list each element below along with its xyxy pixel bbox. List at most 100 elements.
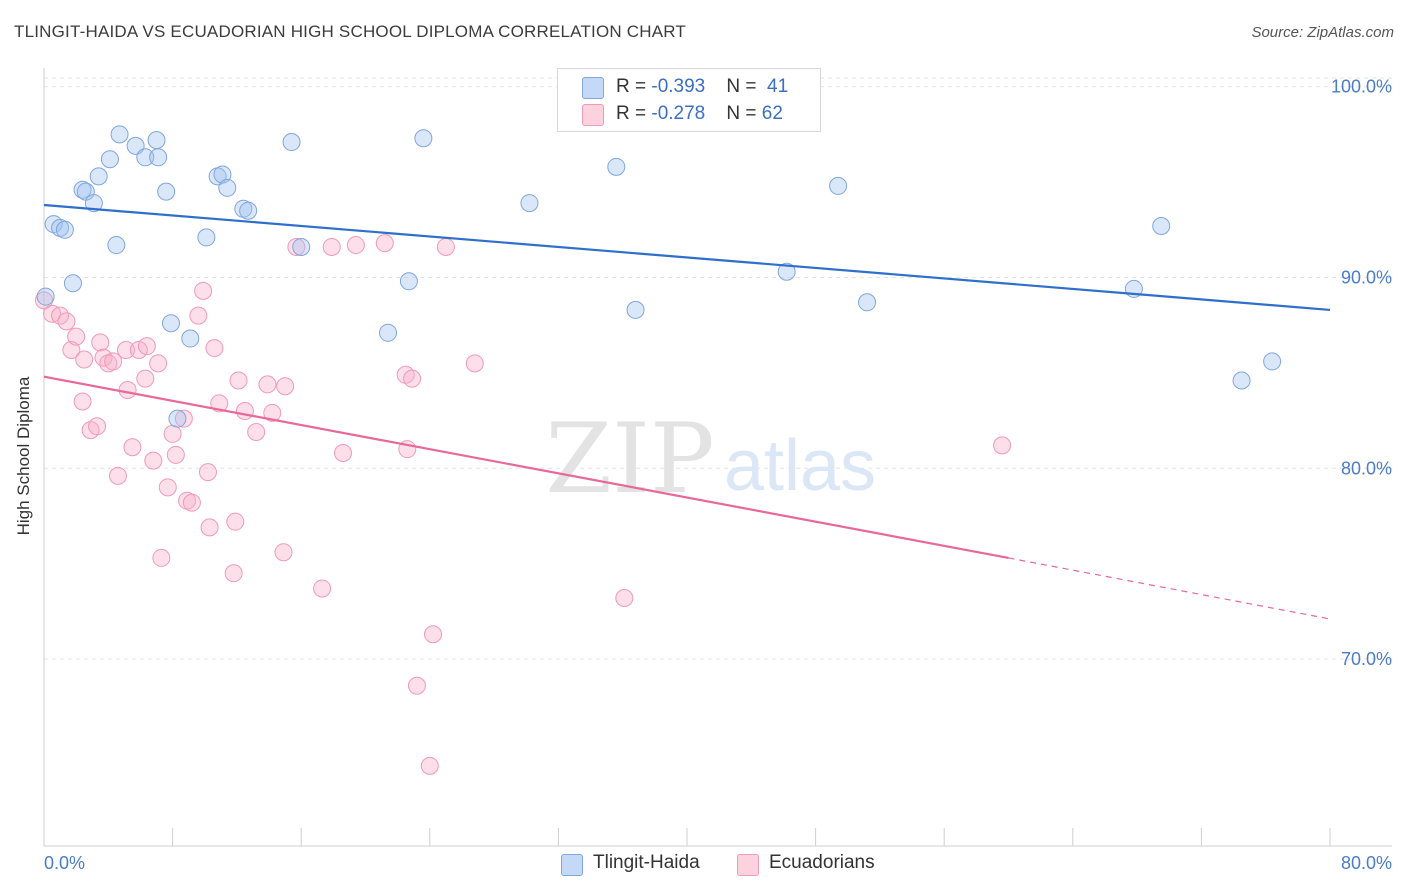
tlingit-haida-point (777, 262, 796, 281)
r-label: R = (616, 103, 652, 124)
ecuadorians-swatch (737, 854, 759, 876)
tlingit-haida-point (168, 409, 187, 428)
tlingit-haida-point (161, 314, 180, 333)
ecuadorians-point (210, 394, 229, 413)
tlingit-haida-point (218, 178, 237, 197)
stats-legend: R = -0.393 N = 41 R = -0.278 N = 62 (557, 68, 821, 132)
y-tick-label: 70.0% (1341, 649, 1392, 669)
ecuadorians-point (94, 348, 113, 367)
ecuadorians-point (149, 354, 168, 373)
r-label: R = (616, 76, 652, 97)
ecuadorians-point (137, 337, 156, 356)
tlingit-haida-point (1152, 216, 1171, 235)
tlingit-haida-point (282, 133, 301, 152)
ecuadorians-trend-line (43, 375, 1009, 560)
tlingit-haida-point (399, 272, 418, 291)
ecuadorians-point (403, 369, 422, 388)
ecuadorians-point (166, 445, 185, 464)
tlingit-haida-point (73, 180, 92, 199)
ecuadorians-point (274, 543, 293, 562)
y-tick-label: 100.0% (1331, 77, 1392, 97)
ecuadorians-point (226, 512, 245, 531)
chart-title: TLINGIT-HAIDA VS ECUADORIAN HIGH SCHOOL … (14, 22, 687, 41)
x-tick-label: 0.0% (44, 853, 85, 873)
ecuadorians-point (57, 312, 76, 331)
ecuadorians-point (247, 423, 266, 442)
tlingit-haida-point (626, 300, 645, 319)
y-tick-label: 90.0% (1341, 267, 1392, 287)
ecuadorians-point (224, 564, 243, 583)
ecuadorians-point (258, 375, 277, 394)
ecuadorians-point (116, 340, 135, 359)
tlingit-haida-points (36, 125, 1282, 428)
tlingit-haida-point (107, 236, 126, 255)
ecuadorians-point (407, 676, 426, 695)
ecuadorians-point (287, 237, 306, 256)
ecuadorians-point (200, 518, 219, 537)
ecuadorians-point (73, 392, 92, 411)
ecuadorians-point (313, 579, 332, 598)
tlingit-haida-point (149, 148, 168, 167)
tlingit-haida-point (100, 150, 119, 169)
source-credit: Source: ZipAtlas.com (1251, 24, 1394, 41)
tlingit-haida-point (197, 228, 216, 247)
ecuadorians-point (420, 756, 439, 775)
ecuadorians-point (263, 403, 282, 422)
ecuadorians-point (144, 451, 163, 470)
tlingit-haida-point (292, 237, 311, 256)
tlingit-haida-point (1263, 352, 1282, 371)
ecuadorians-point (88, 417, 107, 436)
ecuadorians-point (229, 371, 248, 390)
ecuadorians-point (118, 381, 137, 400)
tlingit-haida-point (858, 293, 877, 312)
tlingit-haida-point (147, 131, 166, 150)
ecuadorians-point (152, 548, 171, 567)
tlingit-haida-point (136, 148, 155, 167)
tlingit-haida-point (829, 176, 848, 195)
tlingit-haida-point (607, 157, 626, 176)
ecuadorians-point (436, 237, 455, 256)
trend-lines (43, 203, 1331, 620)
tlingit-haida-point (414, 129, 433, 148)
tlingit-haida-point (55, 220, 74, 239)
ecuadorians-point (194, 281, 213, 300)
n-label: N = (726, 103, 762, 124)
tlingit-haida-trend-line (43, 203, 1331, 312)
tlingit-haida-point (110, 125, 129, 144)
tlingit-haida-swatch (582, 77, 604, 99)
x-tick-label: 80.0% (1341, 853, 1392, 873)
tlingit-haida-point (1232, 371, 1251, 390)
ecuadorians-point (62, 340, 81, 359)
gridlines (44, 77, 1392, 660)
ecuadorians-point (615, 588, 634, 607)
tlingit-haida-point (157, 182, 176, 201)
tick-labels: 70.0% 80.0% 90.0% 100.0% 0.0% 80.0% (44, 77, 1392, 873)
tlingit-haida-point (84, 194, 103, 213)
ecuadorians-point (75, 350, 94, 369)
ecuadorians-point (322, 237, 341, 256)
ecuadorians-swatch (582, 104, 604, 126)
ecuadorians-point (465, 354, 484, 373)
n-value: 41 (767, 76, 789, 97)
ecuadorians-point (67, 327, 86, 346)
ecuadorians-point (108, 466, 127, 485)
ecuadorians-point (189, 306, 208, 325)
tlingit-haida-point (89, 167, 108, 186)
legend-label: Tlingit-Haida (593, 852, 700, 873)
ecuadorians-point (158, 478, 177, 497)
n-value: 62 (761, 103, 783, 124)
ecuadorians-point (993, 436, 1012, 455)
ecuadorians-point (182, 493, 201, 512)
legend-label: Ecuadorians (769, 852, 875, 873)
r-value: -0.393 (651, 76, 706, 97)
ecuadorians-point (198, 463, 217, 482)
ecuadorians-point (333, 444, 352, 462)
ecuadorians-points (35, 234, 1012, 775)
ecuadorians-trend-extension (1008, 557, 1331, 620)
y-tick-label: 80.0% (1341, 458, 1392, 478)
axes (43, 68, 1392, 847)
tlingit-haida-point (36, 287, 55, 306)
tlingit-haida-point (213, 165, 232, 184)
ecuadorians-point (375, 234, 394, 253)
